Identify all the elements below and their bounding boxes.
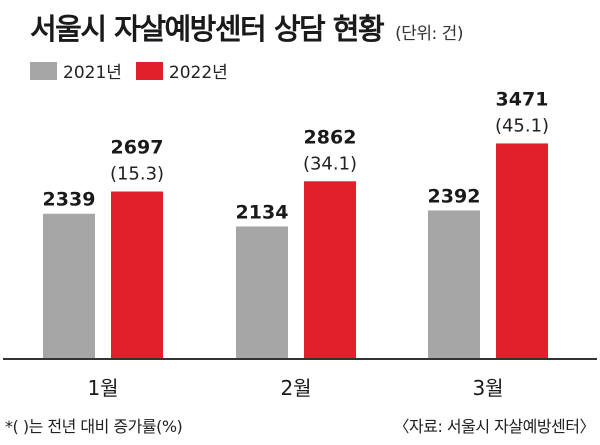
- bar-3월-2022년: [496, 143, 548, 359]
- legend-item-2021: 2021년: [30, 58, 122, 83]
- growth-label: (45.1): [495, 115, 549, 136]
- value-label: 2339: [43, 189, 96, 211]
- legend-swatch-2021: [30, 61, 57, 80]
- bar-1월-2022년: [111, 191, 163, 359]
- value-label: 2862: [304, 126, 357, 148]
- footer: *( )는 전년 대비 증가률(%) 〈자료: 서울시 자살예방센터〉: [5, 413, 596, 439]
- growth-label: (15.3): [110, 164, 164, 185]
- value-label: 2697: [111, 137, 164, 159]
- bar-1월-2021년: [43, 213, 95, 359]
- value-label: 2134: [236, 201, 289, 223]
- bar-2월-2021년: [236, 226, 288, 359]
- footnote: *( )는 전년 대비 증가률(%): [5, 417, 183, 436]
- category-label: 2월: [280, 376, 311, 400]
- bar-3월-2021년: [428, 210, 480, 359]
- value-label: 3471: [496, 88, 549, 110]
- unit-label: (단위: 건): [395, 24, 463, 44]
- legend-item-2022: 2022년: [135, 58, 228, 83]
- legend: 2021년 2022년: [30, 58, 242, 83]
- legend-label-2022: 2022년: [168, 63, 228, 83]
- bar-2월-2022년: [304, 181, 356, 359]
- source-label: 〈자료: 서울시 자살예방센터〉: [393, 417, 596, 436]
- legend-label-2021: 2021년: [63, 63, 122, 83]
- growth-label: (34.1): [303, 153, 357, 174]
- category-label: 1월: [87, 376, 118, 400]
- value-label: 2392: [428, 185, 481, 207]
- chart-title: 서울시 자살예방센터 상담 현황: [30, 12, 385, 46]
- title-row: 서울시 자살예방센터 상담 현황 (단위: 건): [30, 6, 463, 50]
- category-label: 3월: [472, 376, 503, 400]
- legend-swatch-2022: [135, 61, 163, 80]
